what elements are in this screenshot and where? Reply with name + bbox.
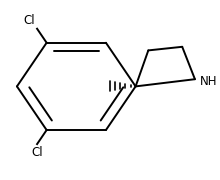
Text: Cl: Cl: [23, 14, 35, 27]
Text: NH: NH: [200, 75, 218, 87]
Text: Cl: Cl: [31, 146, 43, 159]
